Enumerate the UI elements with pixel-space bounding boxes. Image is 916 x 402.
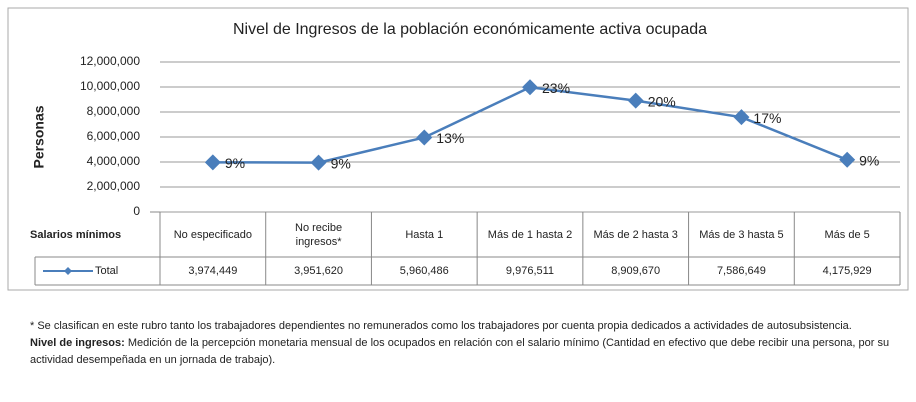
legend-marker: [64, 267, 72, 275]
point-marker: [416, 129, 433, 146]
x-tick-label-box: Más de 3 hasta 5: [699, 228, 784, 241]
x-tick-label-box: Hasta 1: [405, 228, 444, 241]
x-axis-label-box: Salarios mínimos: [30, 228, 122, 241]
data-label: 9%: [859, 153, 879, 169]
table-value-box: 4,175,929: [822, 265, 872, 277]
x-tick-label-box: Más de 1 hasta 2: [487, 228, 573, 241]
x-tick-label: Más de 1 hasta 2: [487, 228, 573, 241]
table-value-box: 3,974,449: [188, 265, 238, 277]
table-value: 5,960,486: [399, 265, 449, 277]
table-value: 7,586,649: [716, 265, 766, 277]
x-tick-label-box: No recibe ingresos*: [295, 221, 343, 248]
chart-title: Nivel de Ingresos de la población económ…: [233, 21, 707, 38]
x-tick-label-box: No especificado: [173, 228, 252, 241]
y-tick-label: 12,000,000: [80, 54, 140, 68]
table-value: 3,974,449: [188, 265, 238, 277]
table-value-box: 5,960,486: [399, 265, 449, 277]
y-tick-label: 6,000,000: [87, 129, 141, 143]
x-tick-label: Hasta 1: [405, 228, 444, 241]
notes: * Se clasifican en este rubro tanto los …: [30, 318, 910, 369]
y-tick-label: 4,000,000: [87, 154, 141, 168]
data-label: 9%: [331, 155, 351, 171]
data-label: 9%: [225, 155, 245, 171]
y-tick-label: 8,000,000: [87, 104, 141, 118]
y-tick-label: 2,000,000: [87, 179, 141, 193]
point-marker: [627, 92, 644, 109]
x-tick-label-box: Más de 2 hasta 3: [593, 228, 678, 241]
x-tick-label: Más de 3 hasta 5: [699, 228, 784, 241]
point-marker: [839, 151, 856, 168]
data-label: 23%: [542, 80, 570, 96]
x-tick-label: No recibe ingresos*: [295, 221, 343, 248]
definition-term: Nivel de ingresos:: [30, 337, 125, 349]
data-label: 17%: [753, 110, 781, 126]
definition-text: Medición de la percepción monetaria mens…: [30, 337, 890, 366]
y-tick-label: 0: [133, 204, 140, 218]
table-value: 9,976,511: [505, 265, 555, 277]
table-value: 8,909,670: [611, 265, 661, 277]
x-tick-label: Más de 5: [824, 228, 870, 241]
x-axis-label: Salarios mínimos: [30, 228, 122, 241]
point-marker: [733, 109, 750, 126]
chart-frame: [7, 7, 909, 291]
chart: Nivel de Ingresos de la población económ…: [7, 7, 909, 291]
point-marker: [204, 154, 221, 171]
y-tick-label: 10,000,000: [80, 79, 140, 93]
data-label: 13%: [436, 130, 464, 146]
x-tick-label-box: Más de 5: [824, 228, 870, 241]
point-marker: [310, 154, 327, 171]
table-value-box: 7,586,649: [716, 265, 766, 277]
table-value-box: 8,909,670: [611, 265, 661, 277]
y-axis-label: Personas: [31, 105, 47, 168]
data-label: 20%: [648, 93, 676, 109]
table-value-box: 9,976,511: [505, 265, 555, 277]
table-value-box: 3,951,620: [294, 265, 344, 277]
table-value: 3,951,620: [294, 265, 344, 277]
definition: Nivel de ingresos: Medición de la percep…: [30, 335, 910, 369]
footnote: * Se clasifican en este rubro tanto los …: [30, 320, 852, 332]
legend-label: Total: [95, 265, 118, 277]
x-tick-label: Más de 2 hasta 3: [593, 228, 678, 241]
point-marker: [522, 79, 538, 96]
x-tick-label: No especificado: [173, 228, 252, 241]
table-value: 4,175,929: [822, 265, 872, 277]
